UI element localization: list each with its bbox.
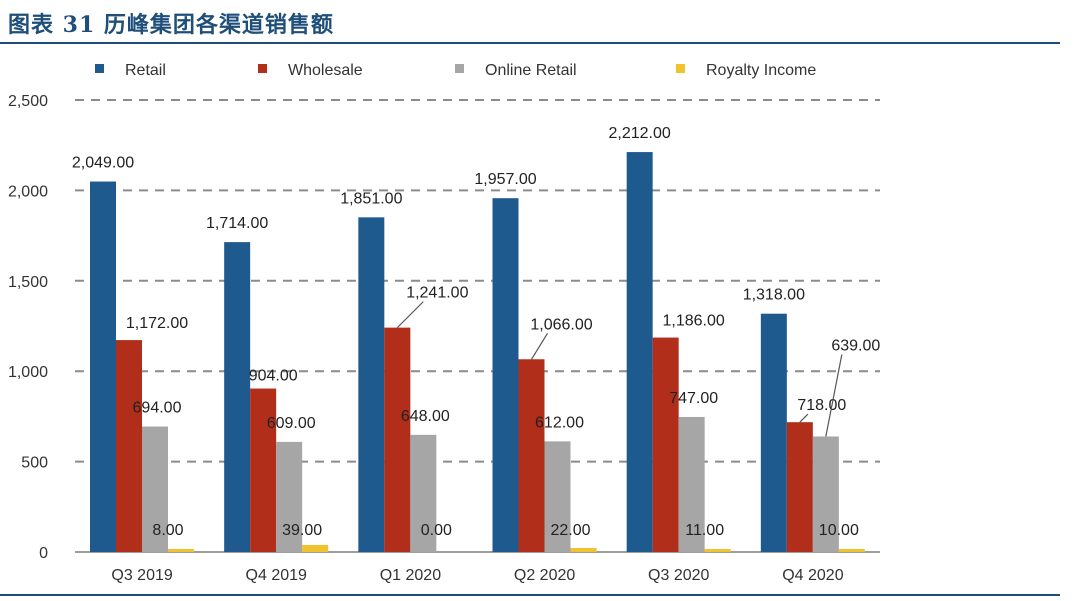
bar-wholesale — [250, 388, 277, 552]
x-category-label: Q1 2020 — [380, 567, 441, 584]
y-tick-label: 2,500 — [8, 93, 48, 110]
y-tick-label: 0 — [39, 545, 48, 562]
data-label: 39.00 — [282, 522, 322, 539]
bar-retail — [492, 198, 519, 553]
bar-royalty-income — [838, 549, 865, 552]
data-label: 747.00 — [669, 390, 718, 407]
figure-title: 图表 31 历峰集团各渠道销售额 — [8, 12, 334, 38]
bar-online-retail — [410, 434, 437, 552]
footer-rule — [0, 594, 1060, 596]
bar-royalty-income — [302, 544, 329, 552]
legend-swatch-royalty-income — [676, 64, 685, 73]
bar-wholesale — [652, 337, 679, 552]
legend-label: Online Retail — [485, 62, 577, 79]
leader-line — [799, 413, 809, 423]
bar-retail — [626, 152, 653, 552]
bar-retail — [358, 217, 385, 552]
data-label: 612.00 — [535, 414, 584, 431]
data-label: 648.00 — [401, 408, 450, 425]
legend-label: Retail — [125, 62, 166, 79]
bar-online-retail — [142, 426, 168, 552]
data-label: 10.00 — [819, 522, 859, 539]
data-label: 1,241.00 — [406, 285, 468, 302]
figure-header: 图表 31 历峰集团各渠道销售额 — [0, 0, 1080, 44]
header-rule — [0, 42, 1060, 44]
y-tick-label: 500 — [21, 455, 48, 472]
bar-wholesale — [384, 327, 411, 552]
bar-royalty-income — [570, 548, 597, 552]
data-label: 609.00 — [267, 415, 316, 432]
leader-line — [396, 301, 424, 329]
data-label: 1,957.00 — [474, 171, 536, 188]
bar-wholesale — [116, 340, 142, 552]
y-tick-label: 1,500 — [8, 274, 48, 291]
data-label: 1,066.00 — [530, 316, 592, 333]
data-label: 8.00 — [152, 522, 183, 539]
data-label: 1,172.00 — [126, 315, 188, 332]
data-label: 2,212.00 — [609, 125, 671, 142]
legend-swatch-retail — [95, 64, 104, 73]
x-category-label: Q4 2020 — [782, 567, 843, 584]
bar-retail — [224, 242, 251, 552]
y-tick-label: 2,000 — [8, 183, 48, 200]
legend-swatch-online-retail — [455, 64, 464, 73]
x-category-label: Q2 2020 — [514, 567, 575, 584]
data-label: 718.00 — [797, 397, 846, 414]
x-category-label: Q3 2019 — [111, 567, 172, 584]
data-label: 1,318.00 — [743, 287, 805, 304]
x-category-label: Q3 2020 — [648, 567, 709, 584]
data-label: 11.00 — [685, 522, 724, 539]
legend-swatch-wholesale — [258, 64, 267, 73]
bar-wholesale — [786, 422, 813, 552]
bar-online-retail — [544, 441, 571, 552]
bar-retail — [760, 313, 787, 552]
data-label: 22.00 — [550, 522, 590, 539]
data-label: 0.00 — [421, 522, 452, 539]
bar-online-retail — [276, 441, 303, 552]
bar-online-retail — [678, 416, 705, 552]
legend-label: Royalty Income — [706, 62, 816, 79]
bar-wholesale — [518, 359, 545, 552]
bar-royalty-income — [168, 549, 194, 552]
data-label: 1,186.00 — [663, 313, 725, 330]
leader-line — [825, 354, 843, 437]
bar-royalty-income — [704, 549, 731, 552]
data-label: 1,714.00 — [206, 215, 268, 232]
data-label: 2,049.00 — [72, 155, 134, 172]
y-tick-label: 1,000 — [8, 364, 48, 381]
leader-line — [530, 332, 549, 360]
data-label: 694.00 — [133, 400, 182, 417]
data-label: 639.00 — [831, 337, 880, 354]
x-category-label: Q4 2019 — [246, 567, 307, 584]
data-label: 1,851.00 — [340, 190, 402, 207]
bar-retail — [90, 181, 116, 552]
data-label: 904.00 — [249, 368, 298, 385]
bar-online-retail — [812, 436, 839, 552]
legend-label: Wholesale — [288, 62, 363, 79]
